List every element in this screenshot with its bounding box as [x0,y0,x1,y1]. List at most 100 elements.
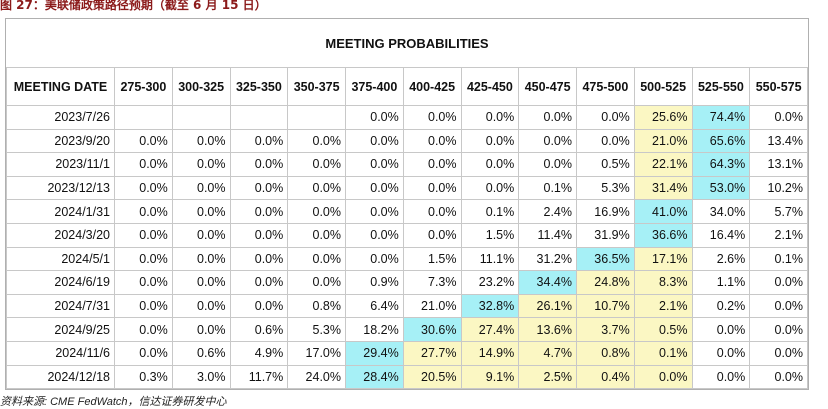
probability-cell: 65.6% [691,128,751,154]
source-note: 资料来源: CME FedWatch，信达证券研发中心 [0,396,227,408]
probability-cell: 25.6% [633,105,693,130]
column-header: 450-475 [518,67,577,106]
probability-cell: 0.0% [114,340,173,366]
probability-cell: 0.5% [576,152,635,177]
probability-cell: 3.0% [171,364,231,390]
column-header: 475-500 [576,67,635,106]
probability-cell: 0.0% [171,152,231,177]
probability-cell: 0.0% [518,152,577,177]
probability-cell: 0.8% [287,293,346,319]
probability-cell: 0.0% [229,175,289,201]
probability-cell: 23.2% [460,270,520,295]
meeting-date: 2024/1/31 [6,199,115,224]
probability-cell: 8.3% [633,270,693,295]
probability-cell: 2.4% [518,199,577,224]
probability-cell: 0.0% [171,175,231,201]
column-header: 400-425 [402,67,462,106]
meeting-date: 2024/7/31 [6,293,115,319]
probability-cell [287,105,346,130]
column-header: 375-400 [345,67,404,106]
probability-cell: 0.0% [633,364,693,390]
probability-cell: 31.4% [633,175,693,201]
probability-cell: 0.9% [345,270,404,295]
probability-cell: 0.0% [171,293,231,319]
probability-cell: 18.2% [345,317,404,342]
meeting-date: 2024/5/1 [6,246,115,272]
probability-cell: 0.0% [287,246,346,272]
probability-cell: 0.4% [576,364,635,390]
probability-cell: 22.1% [633,152,693,177]
data-row: 2024/5/1 0.0% 0.0% 0.0% 0.0% 0.0% 1.5% 11.1% 31.… [6,246,808,272]
probability-cell: 0.0% [345,128,404,154]
data-row: 2023/9/20 0.0% 0.0% 0.0% 0.0% 0.0% 0.0% 0.0% 0.0… [6,128,808,154]
probability-cell [114,105,173,130]
table-title: MEETING PROBABILITIES [6,19,808,68]
column-header: 550-575 [749,67,808,106]
probability-cell: 0.0% [287,175,346,201]
probability-cell: 74.4% [691,105,751,130]
probability-cell: 0.0% [460,105,520,130]
probability-cell: 0.0% [171,222,231,248]
probability-cell: 0.0% [345,175,404,201]
probability-cell: 0.0% [345,199,404,224]
probability-cell: 0.0% [287,222,346,248]
probability-cell: 0.0% [518,128,577,154]
probability-cell: 0.0% [345,105,404,130]
probability-cell: 0.0% [287,270,346,295]
probability-table: MEETING PROBABILITIES MEETING DATE 275-300… [6,19,808,390]
probability-cell: 28.4% [345,364,404,390]
probability-cell: 21.0% [402,293,462,319]
column-header: 300-325 [171,67,231,106]
column-header: 425-450 [460,67,520,106]
probability-cell: 0.6% [229,317,289,342]
probability-cell: 0.0% [749,105,808,130]
probability-cell: 2.5% [518,364,577,390]
probability-cell: 0.0% [518,105,577,130]
probability-cell: 0.0% [402,175,462,201]
probability-cell: 0.0% [287,199,346,224]
probability-cell: 14.9% [460,340,520,366]
probability-cell: 0.8% [576,340,635,366]
probability-cell: 5.7% [749,199,808,224]
probability-cell: 13.1% [749,152,808,177]
probability-cell: 32.8% [460,293,520,319]
probability-cell: 0.0% [402,199,462,224]
probability-cell: 16.9% [576,199,635,224]
column-header: 500-525 [633,67,693,106]
probability-cell: 0.0% [345,222,404,248]
meeting-date: 2024/3/20 [6,222,115,248]
probability-cell: 13.4% [749,128,808,154]
probability-cell: 7.3% [402,270,462,295]
probability-cell: 11.1% [460,246,520,272]
data-row: 2024/9/25 0.0% 0.0% 0.6% 5.3% 18.2% 30.6% 27.4%… [6,317,808,342]
probability-cell [171,105,231,130]
probability-cell: 0.1% [749,246,808,272]
probability-cell: 0.0% [287,152,346,177]
probability-cell: 5.3% [576,175,635,201]
probability-cell: 0.1% [460,199,520,224]
probability-cell: 17.0% [287,340,346,366]
probability-cell: 27.7% [402,340,462,366]
probability-cell: 2.1% [633,293,693,319]
probability-cell: 0.0% [171,128,231,154]
probability-cell: 0.0% [229,199,289,224]
probability-cell: 0.0% [691,317,751,342]
caption: 图 27：美联储政策路径预期（截至 6 月 15 日） [0,0,267,12]
probability-cell: 0.1% [518,175,577,201]
probability-cell: 0.0% [749,293,808,319]
probability-cell: 30.6% [402,317,462,342]
probability-cell: 0.0% [114,199,173,224]
probability-cell: 0.0% [229,270,289,295]
data-row: 2024/12/18 0.3% 3.0% 11.7% 24.0% 28.4% 20.5% 9.… [6,364,808,390]
probability-cell: 0.0% [114,270,173,295]
probability-cell: 26.1% [518,293,577,319]
probability-cell: 1.5% [402,246,462,272]
probability-cell: 31.9% [576,222,635,248]
column-header: 275-300 [114,67,173,106]
probability-cell: 4.9% [229,340,289,366]
probability-cell: 0.6% [171,340,231,366]
probability-cell: 0.0% [114,175,173,201]
probability-cell: 1.1% [691,270,751,295]
probability-cell: 3.7% [576,317,635,342]
